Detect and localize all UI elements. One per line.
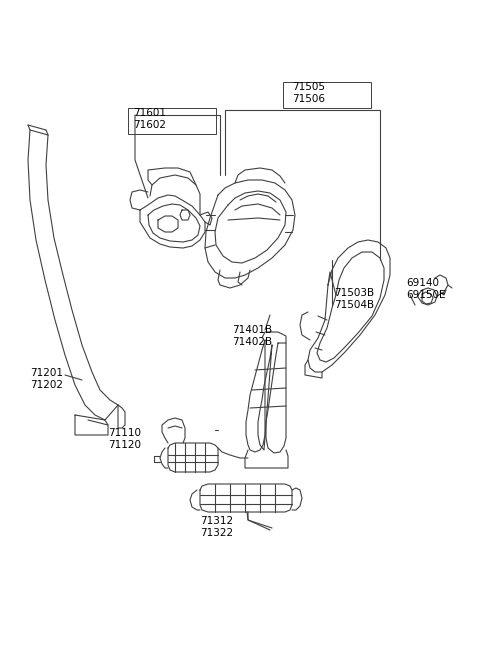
Text: 71110
71120: 71110 71120 — [108, 428, 141, 449]
Text: 71312
71322: 71312 71322 — [200, 516, 233, 538]
Text: 71505
71506: 71505 71506 — [292, 82, 325, 104]
Bar — [128, 108, 216, 134]
Text: 71503B
71504B: 71503B 71504B — [334, 288, 374, 310]
Text: 71401B
71402B: 71401B 71402B — [232, 325, 272, 346]
Text: 71201
71202: 71201 71202 — [30, 368, 63, 390]
Bar — [283, 82, 371, 108]
Text: 71601
71602: 71601 71602 — [133, 108, 166, 130]
Text: 69140
69150E: 69140 69150E — [406, 278, 445, 300]
